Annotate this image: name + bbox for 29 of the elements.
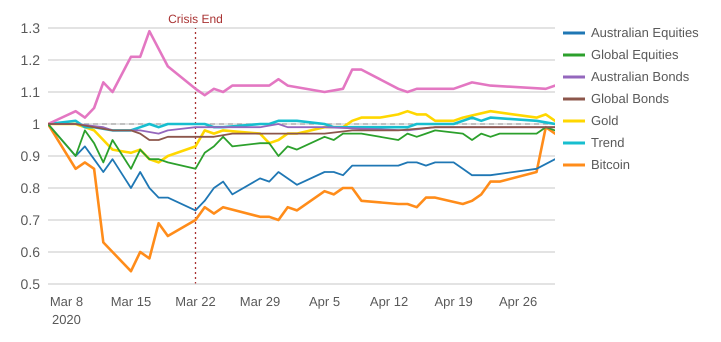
y-tick-label: 0.6 xyxy=(20,244,40,260)
x-tick-label: Mar 8 2020 xyxy=(50,294,84,327)
x-tick-label: Apr 19 xyxy=(434,294,473,309)
line-series xyxy=(48,123,555,141)
line-series xyxy=(48,30,555,126)
x-tick-label: Mar 22 xyxy=(175,294,216,309)
legend-label: Australian Bonds xyxy=(591,69,690,84)
x-tick-label: Mar 29 xyxy=(240,294,280,309)
line-series xyxy=(48,122,555,272)
legend-label: Gold xyxy=(591,113,618,128)
x-tick-label: Apr 26 xyxy=(498,294,538,309)
y-tick-label: 1.2 xyxy=(20,52,40,68)
legend-label: Global Equities xyxy=(591,47,678,62)
y-tick-label: 0.9 xyxy=(20,148,40,164)
legend-label: Global Bonds xyxy=(591,91,670,106)
y-tick-label: 1.3 xyxy=(20,20,40,36)
legend-label: Trend xyxy=(591,135,624,150)
legend-label: Bitcoin xyxy=(591,157,630,172)
x-tick-label: Apr 5 xyxy=(309,294,340,309)
y-tick-label: 0.8 xyxy=(20,180,40,196)
y-tick-label: 0.7 xyxy=(20,212,40,228)
x-tick-label: Apr 12 xyxy=(370,294,408,309)
legend-label: Australian Equities xyxy=(591,25,699,40)
y-tick-label: 1.1 xyxy=(20,84,40,100)
y-tick-label: 0.5 xyxy=(20,276,40,292)
x-tick-label: Mar 15 xyxy=(110,294,152,309)
ref-line-label: Crisis End xyxy=(168,12,223,26)
y-tick-label: 1 xyxy=(32,116,40,132)
line-series xyxy=(48,123,555,170)
